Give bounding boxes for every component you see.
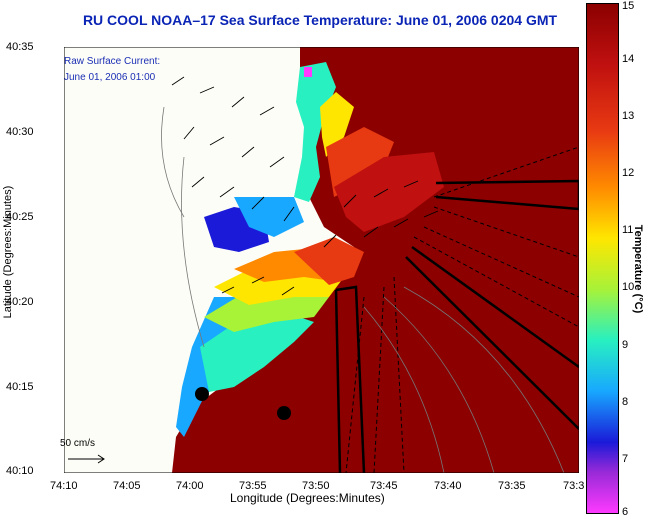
current-vectors <box>171 76 439 296</box>
radial-lines <box>345 146 579 473</box>
colorbar <box>586 3 619 514</box>
current-annotation-line2: June 01, 2006 01:00 <box>64 72 156 83</box>
colorbar-tick: 12 <box>622 167 635 179</box>
x-tick: 74:05 <box>113 480 141 492</box>
y-tick: 40:20 <box>6 296 34 308</box>
colorbar-tick: 13 <box>622 110 635 122</box>
x-tick: 73:45 <box>370 480 398 492</box>
colorbar-tick: 11 <box>622 224 634 236</box>
colorbar-tick: 7 <box>622 453 629 465</box>
warm-water-region <box>172 47 579 473</box>
x-tick: 73:50 <box>302 480 330 492</box>
map-title: RU COOL NOAA–17 Sea Surface Temperature:… <box>82 12 558 28</box>
colorbar-tick: 15 <box>622 0 635 12</box>
y-tick: 40:30 <box>6 126 34 138</box>
marker-dot <box>277 406 291 420</box>
y-tick: 40:15 <box>6 381 34 393</box>
x-tick: 74:00 <box>176 480 204 492</box>
colorbar-tick: 9 <box>622 339 629 351</box>
bathymetry-contours <box>161 106 565 473</box>
scale-arrow <box>68 454 105 464</box>
y-tick: 40:10 <box>6 465 34 477</box>
colorbar-tick: 8 <box>622 396 629 408</box>
y-tick: 40:35 <box>6 41 34 53</box>
colorbar-tick: 10 <box>622 281 635 293</box>
colorbar-tick: 6 <box>622 506 629 518</box>
scale-label: 50 cm/s <box>60 438 96 449</box>
x-tick: 74:10 <box>50 480 78 492</box>
colorbar-tick: 14 <box>622 53 635 65</box>
colorbar-label: Temperature (°C) <box>632 224 644 314</box>
x-tick: 73:35 <box>498 480 526 492</box>
sst-map <box>64 47 579 473</box>
current-annotation-line1: Raw Surface Current: <box>64 56 161 67</box>
y-axis-label: Latitude (Degrees:Minutes) <box>2 185 14 319</box>
y-tick: 40:25 <box>6 211 34 223</box>
transect-lines <box>334 179 579 473</box>
marker-dot <box>195 387 209 401</box>
x-tick: 73:40 <box>434 480 462 492</box>
x-tick: 73:55 <box>239 480 267 492</box>
x-tick: 73:3 <box>563 480 585 492</box>
x-axis-label: Longitude (Degrees:Minutes) <box>230 491 385 505</box>
